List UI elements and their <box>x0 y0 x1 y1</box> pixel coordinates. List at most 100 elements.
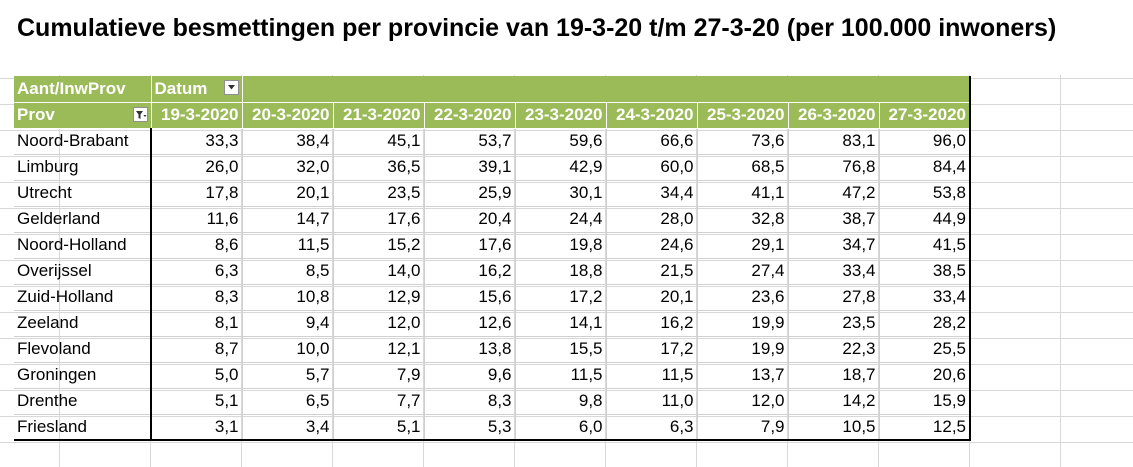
value-cell[interactable]: 68,5 <box>697 154 789 181</box>
value-cell[interactable]: 38,5 <box>879 258 971 285</box>
value-cell[interactable]: 8,7 <box>151 336 243 363</box>
value-cell[interactable]: 34,7 <box>788 232 880 259</box>
date-column-header[interactable]: 25-3-2020 <box>697 102 789 129</box>
value-cell[interactable]: 12,0 <box>697 388 789 415</box>
date-column-header[interactable]: 21-3-2020 <box>333 102 425 129</box>
value-cell[interactable]: 41,5 <box>879 232 971 259</box>
value-cell[interactable]: 10,8 <box>242 284 334 311</box>
province-name-cell[interactable]: Overijssel <box>14 258 152 285</box>
value-cell[interactable]: 20,1 <box>242 180 334 207</box>
value-cell[interactable]: 8,5 <box>242 258 334 285</box>
value-cell[interactable]: 15,2 <box>333 232 425 259</box>
value-cell[interactable]: 83,1 <box>788 128 880 155</box>
value-cell[interactable]: 32,8 <box>697 206 789 233</box>
value-cell[interactable]: 17,2 <box>515 284 607 311</box>
value-cell[interactable]: 15,6 <box>424 284 516 311</box>
province-name-cell[interactable]: Noord-Holland <box>14 232 152 259</box>
value-cell[interactable]: 7,9 <box>333 362 425 389</box>
value-cell[interactable]: 96,0 <box>879 128 971 155</box>
value-cell[interactable]: 15,5 <box>515 336 607 363</box>
value-cell[interactable]: 24,4 <box>515 206 607 233</box>
value-cell[interactable]: 14,2 <box>788 388 880 415</box>
value-cell[interactable]: 21,5 <box>606 258 698 285</box>
province-name-cell[interactable]: Drenthe <box>14 388 152 415</box>
value-cell[interactable]: 47,2 <box>788 180 880 207</box>
value-cell[interactable]: 5,3 <box>424 414 516 441</box>
value-cell[interactable]: 18,8 <box>515 258 607 285</box>
value-cell[interactable]: 12,6 <box>424 310 516 337</box>
value-cell[interactable]: 15,9 <box>879 388 971 415</box>
value-cell[interactable]: 20,6 <box>879 362 971 389</box>
value-cell[interactable]: 30,1 <box>515 180 607 207</box>
column-field-header[interactable]: Datum <box>151 76 243 103</box>
value-cell[interactable]: 25,5 <box>879 336 971 363</box>
value-cell[interactable]: 11,0 <box>606 388 698 415</box>
value-cell[interactable]: 10,0 <box>242 336 334 363</box>
value-cell[interactable]: 22,3 <box>788 336 880 363</box>
value-cell[interactable]: 23,5 <box>788 310 880 337</box>
value-cell[interactable]: 13,7 <box>697 362 789 389</box>
value-cell[interactable]: 33,4 <box>879 284 971 311</box>
value-cell[interactable]: 14,0 <box>333 258 425 285</box>
value-cell[interactable]: 10,5 <box>788 414 880 441</box>
value-cell[interactable]: 5,7 <box>242 362 334 389</box>
value-cell[interactable]: 19,8 <box>515 232 607 259</box>
value-cell[interactable]: 8,1 <box>151 310 243 337</box>
value-cell[interactable]: 9,4 <box>242 310 334 337</box>
value-cell[interactable]: 8,6 <box>151 232 243 259</box>
value-cell[interactable]: 44,9 <box>879 206 971 233</box>
value-cell[interactable]: 13,8 <box>424 336 516 363</box>
value-cell[interactable]: 66,6 <box>606 128 698 155</box>
date-column-header[interactable]: 20-3-2020 <box>242 102 334 129</box>
value-cell[interactable]: 19,9 <box>697 336 789 363</box>
value-cell[interactable]: 9,8 <box>515 388 607 415</box>
value-cell[interactable]: 73,6 <box>697 128 789 155</box>
value-cell[interactable]: 6,0 <box>515 414 607 441</box>
value-cell[interactable]: 11,5 <box>242 232 334 259</box>
value-cell[interactable]: 7,9 <box>697 414 789 441</box>
value-cell[interactable]: 5,1 <box>333 414 425 441</box>
province-name-cell[interactable]: Zeeland <box>14 310 152 337</box>
value-cell[interactable]: 9,6 <box>424 362 516 389</box>
value-cell[interactable]: 27,8 <box>788 284 880 311</box>
value-cell[interactable]: 3,4 <box>242 414 334 441</box>
value-cell[interactable]: 23,5 <box>333 180 425 207</box>
province-name-cell[interactable]: Limburg <box>14 154 152 181</box>
value-cell[interactable]: 36,5 <box>333 154 425 181</box>
value-cell[interactable]: 6,3 <box>606 414 698 441</box>
value-cell[interactable]: 25,9 <box>424 180 516 207</box>
value-cell[interactable]: 17,6 <box>424 232 516 259</box>
dropdown-arrow-icon[interactable] <box>223 80 239 96</box>
date-column-header[interactable]: 19-3-2020 <box>151 102 243 129</box>
value-cell[interactable]: 5,1 <box>151 388 243 415</box>
value-cell[interactable]: 16,2 <box>424 258 516 285</box>
value-cell[interactable]: 33,4 <box>788 258 880 285</box>
value-cell[interactable]: 33,3 <box>151 128 243 155</box>
value-cell[interactable]: 12,5 <box>879 414 971 441</box>
value-cell[interactable]: 5,0 <box>151 362 243 389</box>
value-cell[interactable]: 42,9 <box>515 154 607 181</box>
value-cell[interactable]: 38,7 <box>788 206 880 233</box>
value-cell[interactable]: 27,4 <box>697 258 789 285</box>
value-cell[interactable]: 26,0 <box>151 154 243 181</box>
province-name-cell[interactable]: Gelderland <box>14 206 152 233</box>
value-cell[interactable]: 3,1 <box>151 414 243 441</box>
value-cell[interactable]: 16,2 <box>606 310 698 337</box>
filter-funnel-icon[interactable] <box>132 106 148 122</box>
province-name-cell[interactable]: Groningen <box>14 362 152 389</box>
value-cell[interactable]: 19,9 <box>697 310 789 337</box>
value-cell[interactable]: 23,6 <box>697 284 789 311</box>
value-cell[interactable]: 7,7 <box>333 388 425 415</box>
province-name-cell[interactable]: Friesland <box>14 414 152 441</box>
value-cell[interactable]: 34,4 <box>606 180 698 207</box>
value-cell[interactable]: 17,6 <box>333 206 425 233</box>
date-column-header[interactable]: 26-3-2020 <box>788 102 880 129</box>
value-cell[interactable]: 8,3 <box>151 284 243 311</box>
value-cell[interactable]: 53,8 <box>879 180 971 207</box>
date-column-header[interactable]: 23-3-2020 <box>515 102 607 129</box>
value-cell[interactable]: 6,3 <box>151 258 243 285</box>
value-cell[interactable]: 84,4 <box>879 154 971 181</box>
province-name-cell[interactable]: Utrecht <box>14 180 152 207</box>
value-cell[interactable]: 45,1 <box>333 128 425 155</box>
province-name-cell[interactable]: Zuid-Holland <box>14 284 152 311</box>
